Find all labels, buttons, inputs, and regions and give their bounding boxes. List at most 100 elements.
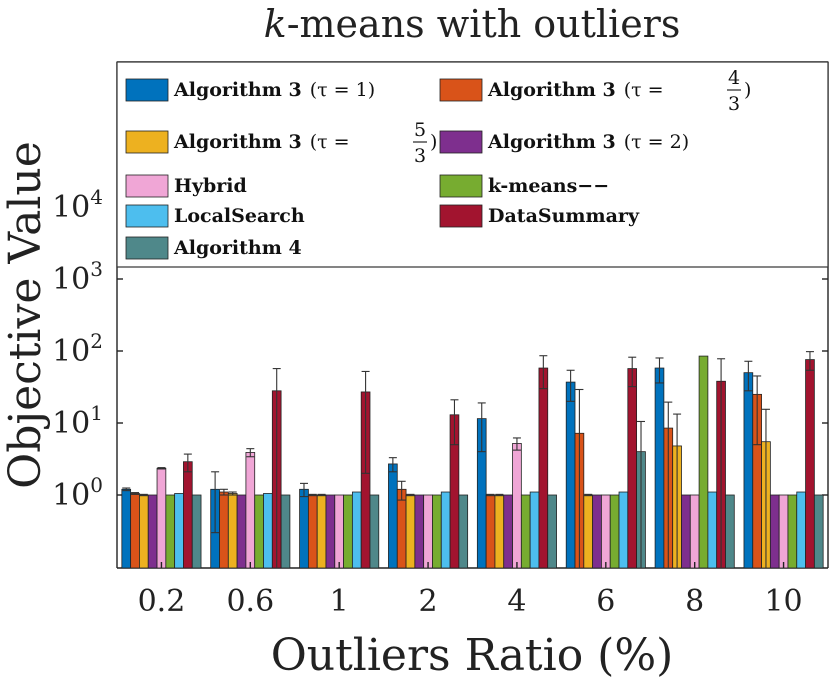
bar-algorithm-3-2--2	[414, 494, 425, 569]
bar-k-means--8	[698, 355, 709, 569]
legend-swatch	[439, 204, 483, 228]
legend-swatch	[125, 204, 169, 228]
legend-item: k-means−−	[439, 174, 609, 198]
legend-frac-num: 4	[728, 67, 740, 89]
error-bar	[584, 493, 593, 497]
legend-swatch	[439, 174, 483, 198]
bar-algorithm-3-2--8	[681, 494, 691, 569]
error-bar	[211, 471, 220, 534]
x-tick-label: 4	[507, 584, 526, 619]
error-bar	[183, 453, 192, 473]
legend-frac-den: 3	[728, 93, 740, 115]
legend-label: Algorithm 3 (τ =	[487, 79, 664, 101]
legend-label: k-means−−	[488, 175, 609, 197]
error-bar	[308, 493, 317, 497]
error-bar	[744, 360, 753, 392]
error-bar	[477, 402, 486, 453]
error-bar	[575, 388, 584, 568]
error-bar	[228, 491, 237, 496]
bar-localsearch-6	[618, 491, 629, 569]
legend-label: Algorithm 3 (τ = 2)	[487, 131, 689, 153]
chart-title-italic: k	[264, 2, 287, 46]
legend-swatch	[125, 78, 169, 102]
error-bar	[246, 448, 255, 458]
x-tick-label: 10	[764, 584, 802, 619]
legend-label: LocalSearch	[174, 205, 305, 227]
error-bar	[753, 375, 762, 446]
y-tick-label: 104	[52, 185, 103, 225]
legend-label: Algorithm 4	[173, 237, 302, 259]
bar-datasummary-10	[805, 359, 815, 569]
legend-item: Algorithm 3 (τ = 5 3)	[125, 119, 437, 167]
legend-frac-close: )	[430, 131, 437, 153]
bar-algorithm-4-0.6	[280, 494, 291, 569]
bar-algorithm-4-10	[813, 494, 824, 569]
bar-algorithm-3-2--4	[503, 494, 513, 569]
error-bars	[122, 351, 814, 568]
error-bar	[486, 493, 495, 497]
legend-item: Algorithm 3 (τ = 1)	[125, 78, 375, 102]
bar-algorithm-4-1	[369, 494, 380, 569]
error-bar	[566, 369, 575, 402]
bar-localsearch-0.6	[263, 493, 273, 569]
error-bar	[495, 493, 504, 497]
error-bar	[157, 467, 166, 470]
error-bar	[361, 370, 370, 474]
bar-algorithm-3-1--8	[654, 367, 665, 569]
bar-algorithm-3-1--1	[299, 488, 309, 569]
bar-hybrid-0.2	[156, 467, 167, 569]
x-ticks: 0.2 0.6 1 2 4 6 8 10	[138, 562, 803, 619]
bar-localsearch-2	[440, 491, 451, 569]
bar-algorithm-4-4	[547, 494, 557, 569]
bar-k-means--2	[432, 494, 442, 569]
legend-item: Hybrid	[125, 174, 247, 198]
error-bar	[299, 482, 308, 498]
bar-k-means--10	[787, 494, 798, 569]
y-tick-label: 100	[52, 473, 103, 513]
error-bar	[131, 492, 140, 495]
bar-datasummary-4	[538, 367, 549, 569]
bar-hybrid-0.6	[245, 452, 256, 569]
bar-algorithm-4-8	[725, 494, 735, 569]
bar-algorithm-3-5-3--0.2	[139, 494, 149, 569]
legend-label: Algorithm 3 (τ = 1)	[173, 79, 375, 101]
error-bar	[397, 480, 406, 501]
error-bar	[122, 487, 131, 492]
y-axis-label: Objective Value	[0, 141, 51, 489]
legend-swatch	[125, 130, 169, 154]
legend-swatch	[439, 130, 483, 154]
error-bar	[139, 493, 148, 497]
legend: Algorithm 3 (τ = 1) Algorithm 3 (τ = 43)Alg…	[116, 61, 829, 268]
bar-algorithm-3-4-3--1	[307, 494, 318, 569]
legend-label: Hybrid	[174, 175, 247, 197]
bar-k-means--1	[343, 494, 353, 569]
legend-label: Algorithm 3 (τ =	[173, 131, 350, 153]
bar-k-means--4	[520, 494, 531, 569]
bar-algorithm-3-2--0.2	[147, 494, 158, 569]
error-bar	[219, 488, 228, 496]
legend-item: Algorithm 4	[125, 236, 302, 260]
y-tick-label: 101	[52, 401, 103, 441]
bar-algorithm-3-2--0.6	[236, 494, 247, 569]
error-bar	[673, 413, 682, 568]
error-bar	[761, 408, 770, 568]
bar-localsearch-0.2	[174, 493, 184, 569]
chart-title: k-means with outliers	[264, 2, 681, 46]
error-bar	[317, 493, 326, 497]
x-axis-label: Outliers Ratio (%)	[271, 630, 674, 681]
error-bar	[272, 368, 281, 568]
error-bar	[655, 357, 664, 384]
bar-algorithm-4-0.2	[191, 494, 202, 569]
bar-datasummary-6	[627, 368, 638, 569]
legend-swatch	[125, 174, 169, 198]
bar-localsearch-8	[707, 491, 718, 569]
bar-algorithm-3-1--6	[565, 381, 576, 569]
x-tick-label: 0.6	[226, 584, 274, 619]
legend-swatch	[439, 78, 483, 102]
bar-algorithm-3-4-3--0.6	[219, 491, 229, 569]
bar-localsearch-10	[796, 491, 806, 569]
bar-hybrid-6	[601, 494, 611, 569]
y-ticks: 100 101 102 103 104	[52, 185, 828, 513]
bar-algorithm-3-2--1	[325, 494, 336, 569]
